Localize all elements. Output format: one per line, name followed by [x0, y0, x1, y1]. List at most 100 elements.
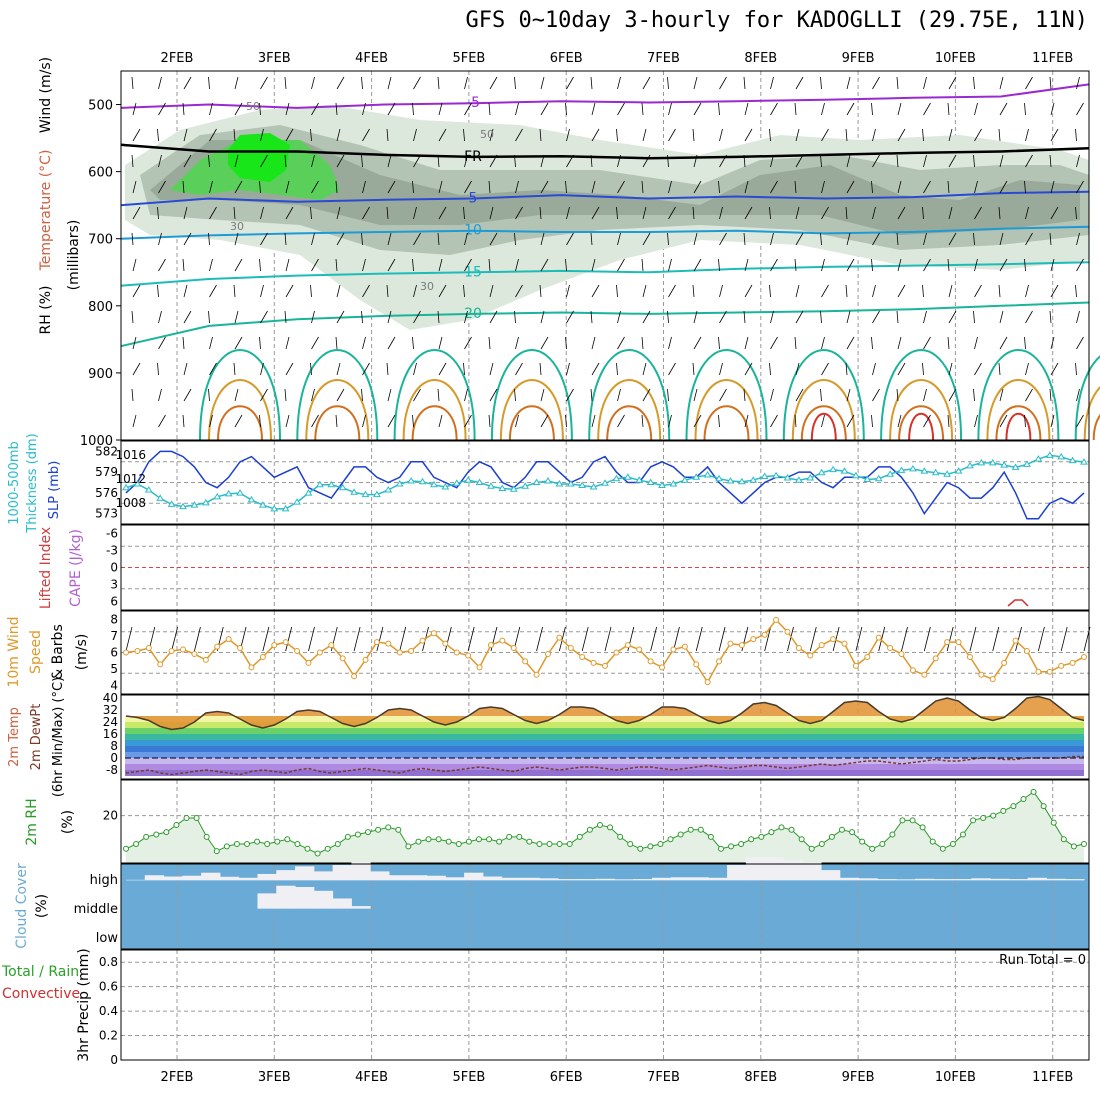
cloud-bar [295, 886, 315, 909]
wind-speed-point [567, 645, 574, 652]
wind-speed-point [453, 649, 460, 656]
wind-barb [872, 154, 880, 168]
wind-barb [413, 154, 421, 168]
wind-barb [846, 336, 855, 350]
wind-barb [386, 284, 389, 298]
wind-barb [642, 206, 647, 220]
wind-barb [285, 206, 294, 220]
wind-speed-point [544, 650, 551, 657]
y-tick-label: 7 [110, 629, 118, 643]
wind-barb [336, 232, 345, 246]
wind-barb [617, 414, 625, 428]
wind-barb [948, 154, 957, 168]
wind-speed-point [727, 640, 734, 647]
wind-barb [438, 180, 443, 194]
wind-barb [667, 76, 669, 90]
cloud-bar [708, 877, 728, 881]
wind-barb [387, 232, 392, 246]
wind-barb [871, 258, 873, 272]
wind-barb [973, 154, 975, 168]
wind-barb [974, 206, 982, 220]
wind-barb [132, 258, 137, 272]
wind-barb [285, 258, 290, 272]
wind-barb [336, 76, 345, 90]
wind-barb [540, 388, 545, 402]
wind-barb [973, 232, 975, 246]
wind-barb [641, 336, 644, 350]
wind-speed-point [750, 636, 757, 643]
wind-speed-point [522, 658, 529, 665]
wind-barb [719, 128, 723, 142]
cape-label: CAPE (J/kg) [68, 529, 84, 607]
wind-barb [311, 76, 315, 90]
rh-point [576, 833, 583, 840]
wind-speed-point [408, 648, 415, 655]
wind-speed-point [248, 664, 255, 671]
wind-barb [974, 258, 978, 272]
wind-speed-point [1081, 653, 1087, 660]
y-tick-label: 24 [103, 715, 118, 729]
rh-point [808, 845, 815, 852]
wind-barb [284, 388, 287, 402]
cloud-bar [614, 879, 634, 881]
rh2m-unit-label: (%) [60, 810, 76, 834]
wind-barb [1075, 128, 1077, 142]
wind-barb [1076, 336, 1084, 350]
date-label-top: 8FEB [744, 51, 777, 66]
wind-barb [743, 154, 746, 168]
wind-barb [878, 626, 886, 652]
cloud-bar [933, 879, 954, 881]
wind-barb [897, 284, 906, 298]
wind-barb [131, 76, 134, 90]
wind-barb [311, 180, 319, 194]
wind-barb [719, 388, 727, 402]
wind-barb [617, 180, 625, 194]
temp-band [125, 722, 1084, 728]
wind-barb [209, 258, 213, 272]
cloud-bar [1046, 878, 1066, 881]
wind-barb [845, 362, 848, 376]
wind-barb [259, 336, 261, 350]
wind-barb [969, 626, 977, 652]
thickness-point [293, 498, 301, 505]
slp-label: SLP (mb) [47, 461, 62, 520]
wind-barb [719, 362, 723, 376]
wind-barb [335, 414, 338, 428]
surface-temp-contour [782, 349, 865, 441]
wind-barb [642, 154, 651, 168]
wind-barb [311, 154, 315, 168]
wind-barb [463, 284, 465, 298]
wind-speed-point [955, 639, 962, 646]
wind-barb [540, 102, 549, 116]
rh-point [970, 817, 977, 824]
wind-barb [1049, 154, 1052, 168]
y-tick-label: low [96, 931, 119, 946]
wind-barb [566, 284, 570, 298]
wind-barb [923, 388, 927, 402]
thickness-point [179, 502, 187, 510]
y-tick-label: 800 [88, 300, 113, 315]
wind-speed-point [533, 671, 540, 678]
thickness-point [144, 486, 153, 493]
y-tick-label: 0.2 [99, 1029, 118, 1043]
wind-barb [233, 362, 236, 376]
wind-barb [821, 102, 825, 116]
cloud-bar [576, 879, 597, 881]
wind-barb [284, 154, 287, 168]
cloud-bar [990, 878, 1010, 881]
wind-barb [743, 232, 746, 246]
wind-speed-point [294, 648, 301, 655]
wind-speed-point [864, 653, 871, 660]
wind-speed-point [145, 645, 152, 652]
surface-temp-contour [685, 349, 768, 441]
li-line [1007, 599, 1029, 607]
wind-speed-point [579, 653, 586, 660]
wind-barb [234, 414, 243, 428]
wind-barb [464, 258, 472, 272]
cloud-bar [407, 875, 428, 881]
cloud-bar [482, 876, 503, 881]
wind-barb [617, 154, 621, 168]
wind-barb [719, 76, 727, 90]
wind-barb [1076, 414, 1084, 428]
y-tick-label: 0.6 [99, 980, 118, 994]
